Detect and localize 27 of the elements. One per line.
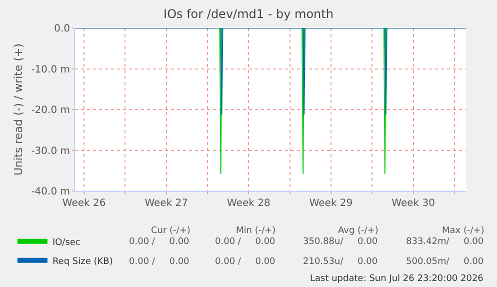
y-tick-label: 0.0 xyxy=(54,24,70,34)
text: 0.00 / 0.00 xyxy=(215,237,276,247)
legend-label: IO/sec xyxy=(52,238,80,248)
text: Last update: Sun Jul 26 23:20:00 2026 xyxy=(310,274,484,284)
text: Max (-/+) xyxy=(442,226,484,236)
text: Min (-/+) xyxy=(236,226,276,236)
x-tick-label: Week 26 xyxy=(62,198,106,209)
text: 350.88u/ 0.00 xyxy=(303,237,378,247)
x-tick-label: Week 27 xyxy=(144,198,188,209)
y-tick-label: -30.0 m xyxy=(31,146,70,157)
text: 0.00 / 0.00 xyxy=(215,257,276,267)
x-tick-label: Week 28 xyxy=(227,198,270,209)
y-tick-label: -20.0 m xyxy=(31,105,70,116)
y-tick-label: -10.0 m xyxy=(31,64,70,76)
text: 0.00 / 0.00 xyxy=(129,237,190,247)
legend-label: Req Size (KB) xyxy=(52,256,113,267)
x-tick-label: Week 29 xyxy=(309,198,353,209)
chart-title: IOs for /dev/md1 - by month xyxy=(164,7,334,22)
text: 833.42m/ 0.00 xyxy=(406,237,484,247)
text: 500.05m/ 0.00 xyxy=(406,257,484,267)
text: 0.00 / 0.00 xyxy=(129,257,190,267)
text: Avg (-/+) xyxy=(338,226,378,236)
x-tick-label: Week 30 xyxy=(392,198,435,209)
y-tick-label: -40.0 m xyxy=(31,186,70,198)
y-axis-title: Units read (-) / write (+) xyxy=(12,43,25,176)
text: 210.53u/ 0.00 xyxy=(303,257,378,267)
text: Cur (-/+) xyxy=(151,226,190,236)
